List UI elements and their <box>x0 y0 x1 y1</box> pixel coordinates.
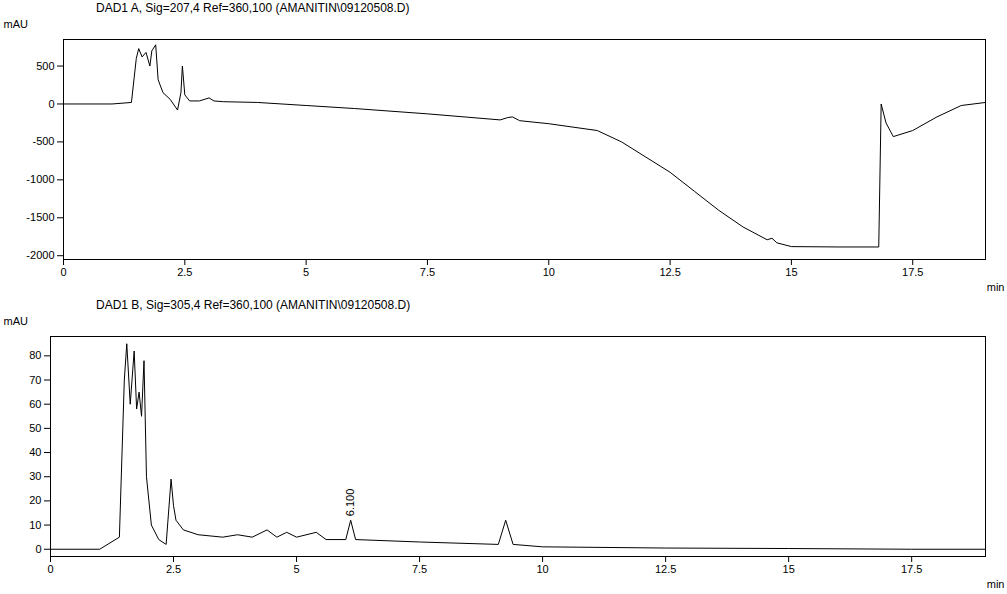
svg-text:15: 15 <box>785 266 797 278</box>
svg-text:15: 15 <box>783 563 795 575</box>
svg-text:6.100: 6.100 <box>344 489 356 517</box>
svg-text:7.5: 7.5 <box>412 563 427 575</box>
svg-text:10: 10 <box>543 266 555 278</box>
svg-text:-1500: -1500 <box>26 211 54 223</box>
svg-text:-500: -500 <box>32 135 54 147</box>
svg-text:-2000: -2000 <box>26 249 54 261</box>
svg-text:60: 60 <box>29 398 41 410</box>
html-text:DAD1 B, Sig=305,4 Ref=360,100: DAD1 B, Sig=305,4 Ref=360,100 (AMANITIN\… <box>96 298 411 312</box>
svg-text:50: 50 <box>29 422 41 434</box>
svg-text:17.5: 17.5 <box>901 563 922 575</box>
html-text:DAD1 A, Sig=207,4 Ref=360,100: DAD1 A, Sig=207,4 Ref=360,100 (AMANITIN\… <box>96 1 410 15</box>
svg-text:12.5: 12.5 <box>659 266 680 278</box>
svg-text:20: 20 <box>29 494 41 506</box>
svg-text:30: 30 <box>29 470 41 482</box>
svg-text:12.5: 12.5 <box>655 563 676 575</box>
svg-text:0: 0 <box>35 543 41 555</box>
svg-text:0: 0 <box>48 98 54 110</box>
svg-text:500: 500 <box>36 60 54 72</box>
svg-text:min: min <box>987 578 1005 590</box>
svg-text:-1000: -1000 <box>26 173 54 185</box>
svg-text:5: 5 <box>293 563 299 575</box>
svg-text:0: 0 <box>47 563 53 575</box>
svg-text:min: min <box>987 281 1005 293</box>
svg-text:mAU: mAU <box>4 315 29 327</box>
svg-text:80: 80 <box>29 349 41 361</box>
svg-text:17.5: 17.5 <box>902 266 923 278</box>
svg-text:40: 40 <box>29 446 41 458</box>
svg-text:7.5: 7.5 <box>420 266 435 278</box>
svg-text:0: 0 <box>60 266 66 278</box>
svg-text:2.5: 2.5 <box>166 563 181 575</box>
svg-text:10: 10 <box>29 519 41 531</box>
svg-text:mAU: mAU <box>4 18 29 30</box>
svg-text:2.5: 2.5 <box>177 266 192 278</box>
svg-text:10: 10 <box>536 563 548 575</box>
svg-text:5: 5 <box>303 266 309 278</box>
svg-text:70: 70 <box>29 374 41 386</box>
